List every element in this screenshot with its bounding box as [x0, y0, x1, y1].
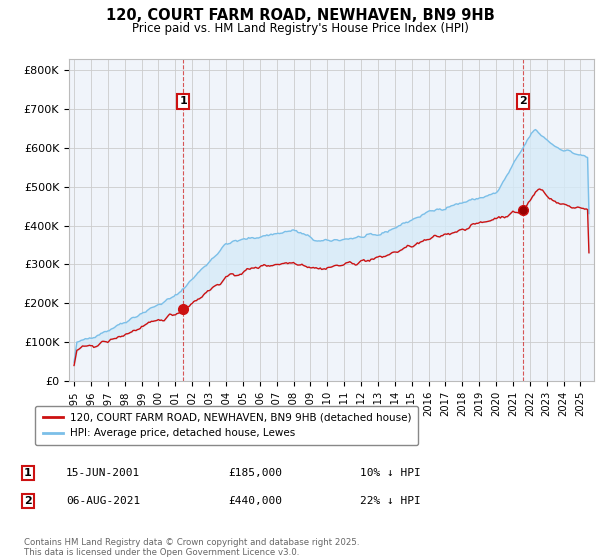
Text: 2: 2 [519, 96, 527, 106]
Text: 120, COURT FARM ROAD, NEWHAVEN, BN9 9HB: 120, COURT FARM ROAD, NEWHAVEN, BN9 9HB [106, 8, 494, 24]
Legend: 120, COURT FARM ROAD, NEWHAVEN, BN9 9HB (detached house), HPI: Average price, de: 120, COURT FARM ROAD, NEWHAVEN, BN9 9HB … [35, 405, 418, 446]
Text: £185,000: £185,000 [228, 468, 282, 478]
Text: 1: 1 [179, 96, 187, 106]
Text: 2: 2 [24, 496, 32, 506]
Text: 10% ↓ HPI: 10% ↓ HPI [360, 468, 421, 478]
Text: 06-AUG-2021: 06-AUG-2021 [66, 496, 140, 506]
Text: 15-JUN-2001: 15-JUN-2001 [66, 468, 140, 478]
Text: Contains HM Land Registry data © Crown copyright and database right 2025.
This d: Contains HM Land Registry data © Crown c… [24, 538, 359, 557]
Text: Price paid vs. HM Land Registry's House Price Index (HPI): Price paid vs. HM Land Registry's House … [131, 22, 469, 35]
Text: 1: 1 [24, 468, 32, 478]
Text: 22% ↓ HPI: 22% ↓ HPI [360, 496, 421, 506]
Text: £440,000: £440,000 [228, 496, 282, 506]
